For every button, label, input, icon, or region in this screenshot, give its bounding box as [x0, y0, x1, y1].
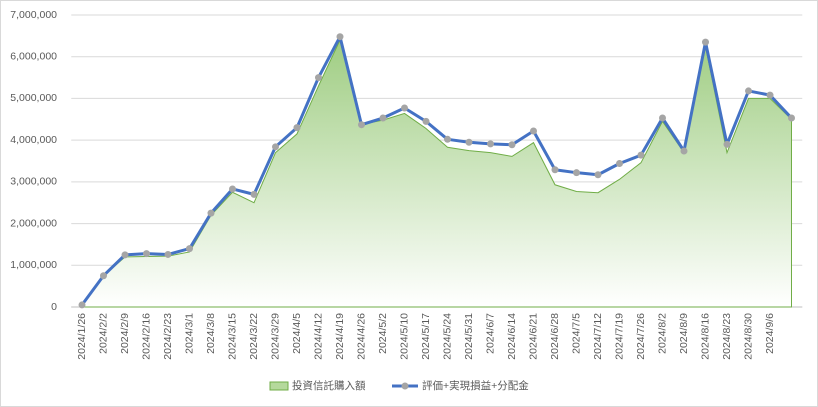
x-tick-label: 2024/3/8	[205, 313, 217, 354]
marker	[637, 151, 645, 159]
marker	[487, 140, 494, 148]
marker	[121, 251, 129, 259]
legend-marker	[401, 382, 409, 390]
legend-swatch	[269, 381, 289, 391]
y-tick-label: 0	[51, 301, 57, 313]
x-tick-label: 2024/8/30	[742, 313, 754, 360]
x-tick-label: 2024/3/22	[248, 313, 260, 360]
x-tick-label: 2024/5/10	[398, 313, 410, 360]
y-tick-label: 3,000,000	[10, 176, 57, 188]
x-tick-label: 2024/8/16	[699, 313, 711, 360]
x-tick-label: 2024/7/19	[613, 313, 625, 360]
y-tick-label: 4,000,000	[10, 134, 57, 146]
x-tick-label: 2024/6/7	[484, 313, 496, 354]
x-tick-label: 2024/2/2	[97, 313, 109, 354]
y-tick-label: 1,000,000	[10, 259, 57, 271]
x-tick-label: 2024/5/2	[377, 313, 389, 354]
x-tick-label: 2024/7/12	[592, 313, 604, 360]
x-tick-label: 2024/6/14	[506, 313, 518, 360]
y-tick-label: 5,000,000	[10, 92, 57, 104]
marker	[573, 169, 580, 177]
marker	[680, 147, 688, 155]
marker	[465, 138, 473, 146]
x-tick-label: 2024/3/1	[183, 313, 195, 354]
x-tick-label: 2024/3/29	[269, 313, 281, 360]
marker	[659, 114, 666, 122]
marker	[164, 250, 172, 258]
x-tick-label: 2024/8/9	[678, 313, 690, 354]
x-tick-label: 2024/4/26	[355, 313, 367, 360]
x-tick-label: 2024/1/26	[76, 313, 88, 360]
y-tick-label: 7,000,000	[10, 9, 57, 21]
marker	[508, 141, 516, 149]
marker	[186, 245, 193, 253]
marker	[766, 91, 774, 99]
marker	[723, 140, 731, 148]
marker	[143, 250, 150, 258]
x-tick-label: 2024/4/19	[334, 313, 346, 360]
y-tick-label: 2,000,000	[10, 217, 57, 229]
x-tick-label: 2024/8/23	[721, 313, 733, 360]
marker	[272, 143, 279, 151]
marker	[401, 104, 408, 112]
marker	[788, 114, 795, 122]
legend-label: 評価+実現損益+分配金	[422, 379, 529, 392]
marker	[293, 124, 301, 132]
x-tick-label: 2024/9/6	[764, 313, 776, 354]
x-tick-label: 2024/6/28	[549, 313, 561, 360]
marker	[336, 33, 344, 41]
marker	[616, 160, 623, 168]
x-tick-label: 2024/4/12	[312, 313, 324, 360]
x-tick-label: 2024/5/24	[441, 313, 453, 360]
marker	[702, 38, 709, 46]
marker	[379, 114, 387, 122]
x-tick-label: 2024/5/17	[420, 313, 432, 360]
marker	[422, 117, 430, 125]
marker	[78, 301, 86, 309]
marker	[315, 74, 322, 82]
x-tick-label: 2024/3/15	[226, 313, 238, 360]
marker	[551, 166, 559, 174]
marker	[444, 135, 451, 143]
marker	[594, 171, 602, 179]
marker	[530, 127, 537, 135]
x-tick-label: 2024/2/9	[119, 313, 131, 354]
x-tick-label: 2024/4/5	[291, 313, 303, 354]
legend-label: 投資信託購入額	[292, 379, 366, 392]
x-tick-label: 2024/2/23	[162, 313, 174, 360]
marker	[207, 209, 215, 217]
x-tick-label: 2024/7/5	[570, 313, 582, 354]
x-tick-label: 2024/2/16	[140, 313, 152, 360]
marker	[250, 190, 258, 198]
marker	[100, 272, 107, 280]
x-tick-label: 2024/5/31	[463, 313, 475, 360]
x-tick-label: 2024/6/21	[527, 313, 539, 360]
line	[80, 35, 793, 306]
x-tick-label: 2024/7/26	[635, 313, 647, 360]
marker	[358, 121, 365, 129]
y-tick-label: 6,000,000	[10, 50, 57, 62]
marker	[745, 87, 752, 95]
x-tick-label: 2024/8/2	[656, 313, 668, 354]
marker	[229, 185, 236, 193]
